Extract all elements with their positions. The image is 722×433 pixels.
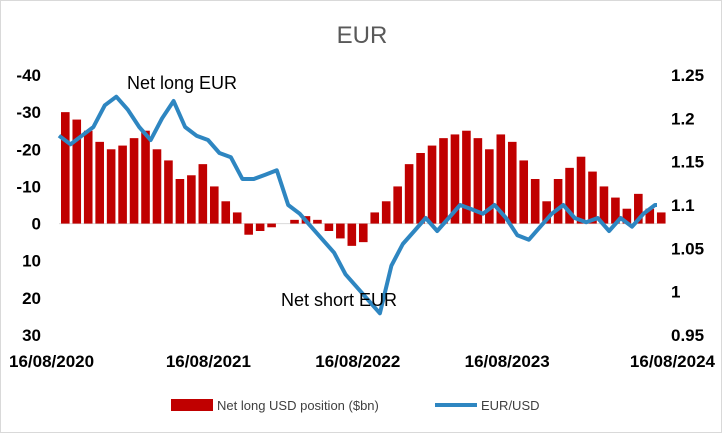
bar-2023-05-21 bbox=[473, 138, 483, 224]
bar-2022-09-11 bbox=[370, 212, 380, 224]
line-series bbox=[57, 94, 657, 316]
bar-2024-07-14 bbox=[645, 208, 655, 224]
right-tick-label: 1.25 bbox=[671, 66, 704, 85]
bar-2022-12-04 bbox=[404, 164, 414, 224]
bar-2020-09-13 bbox=[72, 119, 82, 224]
left-tick-label: 0 bbox=[32, 215, 41, 234]
bar-2021-03-28 bbox=[152, 149, 162, 224]
right-tick-label: 1.1 bbox=[671, 196, 695, 215]
x-tick-label: 16/08/2021 bbox=[166, 352, 251, 371]
x-axis: 16/08/2020 16/08/2021 16/08/2022 16/08/2023… bbox=[9, 352, 716, 371]
left-axis: -40 -30 -20 -10 0 10 20 30 bbox=[16, 66, 41, 345]
bar-2023-12-03 bbox=[553, 179, 563, 224]
right-tick-label: 1.05 bbox=[671, 239, 704, 258]
bar-2021-08-15 bbox=[209, 186, 219, 224]
left-tick-label: -20 bbox=[16, 140, 41, 159]
bar-2022-04-24 bbox=[313, 219, 322, 224]
bar-2022-07-17 bbox=[347, 223, 357, 246]
bar-2024-05-19 bbox=[622, 208, 632, 224]
bar-2021-09-12 bbox=[221, 201, 231, 224]
bar-2024-06-16 bbox=[634, 193, 643, 224]
bar-2023-02-26 bbox=[439, 138, 448, 224]
bar-2024-04-21 bbox=[611, 197, 620, 224]
right-tick-label: 1.15 bbox=[671, 153, 704, 172]
bar-2022-01-02 bbox=[267, 223, 276, 228]
right-tick-label: 1 bbox=[671, 283, 680, 302]
bar-2022-08-14 bbox=[358, 223, 368, 243]
left-tick-label: 20 bbox=[22, 289, 41, 308]
bar-2024-03-24 bbox=[599, 186, 609, 224]
bar-2021-05-23 bbox=[175, 179, 185, 224]
bar-2022-05-22 bbox=[324, 223, 334, 231]
right-tick-label: 0.95 bbox=[671, 326, 704, 345]
bar-2021-12-05 bbox=[255, 223, 265, 231]
right-axis: 1.25 1.2 1.15 1.1 1.05 1 0.95 bbox=[671, 66, 704, 345]
left-tick-label: -10 bbox=[16, 177, 41, 196]
bar-2021-07-18 bbox=[198, 164, 208, 224]
bar-2024-02-25 bbox=[588, 171, 597, 224]
bar-2023-04-23 bbox=[462, 130, 471, 224]
bar-2023-01-29 bbox=[427, 145, 437, 224]
left-tick-label: 30 bbox=[22, 326, 41, 345]
bar-2023-12-31 bbox=[565, 167, 574, 224]
bar-2023-11-05 bbox=[542, 201, 551, 224]
annotation-net-long: Net long EUR bbox=[127, 73, 237, 93]
bar-2023-01-01 bbox=[416, 153, 425, 224]
x-tick-label: 16/08/2022 bbox=[315, 352, 400, 371]
legend-bar-label: Net long USD position ($bn) bbox=[217, 398, 379, 413]
bar-2021-10-10 bbox=[232, 212, 242, 224]
x-tick-label: 16/08/2020 bbox=[9, 352, 94, 371]
bar-2021-01-31 bbox=[129, 138, 139, 224]
bar-2022-10-09 bbox=[381, 201, 391, 224]
bar-2020-12-06 bbox=[106, 149, 116, 224]
bar-2022-02-27 bbox=[290, 219, 299, 224]
bar-2020-11-08 bbox=[95, 141, 104, 224]
left-tick-label: -30 bbox=[16, 103, 41, 122]
annotation-net-short: Net short EUR bbox=[281, 290, 397, 310]
bar-2023-06-18 bbox=[485, 149, 494, 224]
bar-2023-10-08 bbox=[530, 179, 540, 224]
bar-2022-11-06 bbox=[393, 186, 402, 224]
bar-2023-07-16 bbox=[496, 134, 506, 224]
bar-series bbox=[61, 112, 666, 246]
line-eurusd bbox=[57, 94, 657, 316]
bar-2021-06-20 bbox=[187, 175, 196, 224]
bar-2023-03-26 bbox=[450, 134, 460, 224]
left-tick-label: 10 bbox=[22, 252, 41, 271]
bar-2021-01-03 bbox=[118, 145, 127, 224]
bar-2022-06-19 bbox=[336, 223, 345, 239]
bar-2021-04-25 bbox=[164, 160, 173, 224]
right-tick-label: 1.2 bbox=[671, 109, 695, 128]
chart-title: EUR bbox=[337, 22, 388, 49]
bar-2024-01-28 bbox=[576, 156, 586, 224]
bar-2021-11-07 bbox=[244, 223, 253, 235]
bar-2023-09-10 bbox=[519, 160, 529, 224]
legend-bar-swatch bbox=[171, 399, 213, 411]
bar-2023-08-13 bbox=[507, 141, 517, 224]
legend-line-label: EUR/USD bbox=[481, 398, 540, 413]
bar-2024-08-11 bbox=[656, 212, 666, 224]
x-tick-label: 16/08/2024 bbox=[630, 352, 716, 371]
x-tick-label: 16/08/2023 bbox=[465, 352, 550, 371]
bar-2020-08-16 bbox=[61, 112, 70, 224]
legend: Net long USD position ($bn) EUR/USD bbox=[171, 398, 540, 413]
bar-2020-10-11 bbox=[83, 130, 93, 224]
left-tick-label: -40 bbox=[16, 66, 41, 85]
bar-2021-02-28 bbox=[141, 130, 150, 224]
